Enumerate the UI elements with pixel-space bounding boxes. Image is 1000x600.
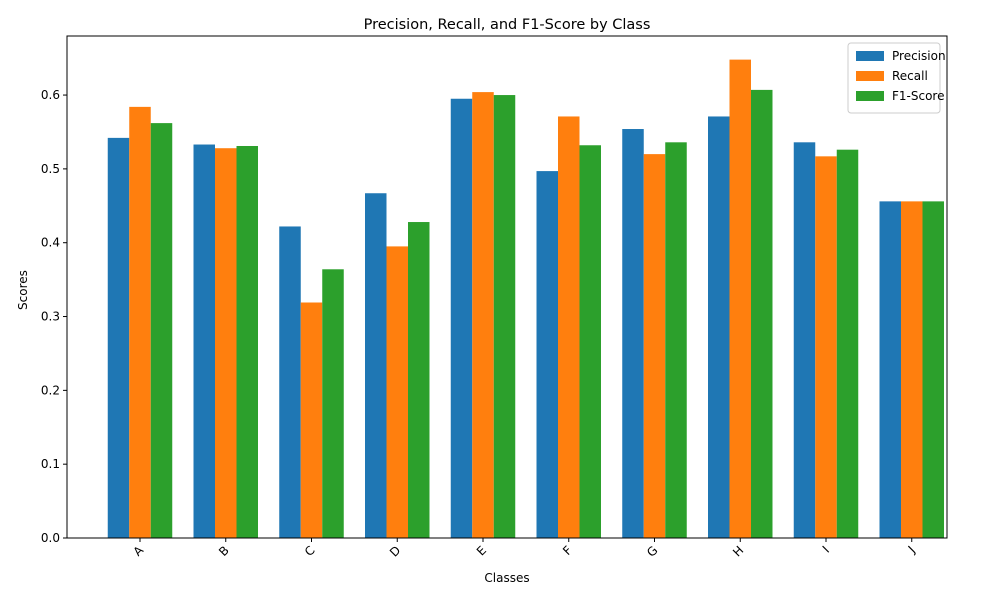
x-tick-label: G (644, 543, 660, 559)
x-tick-label: A (130, 543, 146, 559)
bars-layer (107, 59, 944, 539)
legend-swatch (856, 91, 884, 101)
bar-precision-f (536, 171, 558, 539)
legend-swatch (856, 51, 884, 61)
bar-recall-j (901, 201, 923, 539)
x-axis-title: Classes (484, 571, 529, 585)
bar-recall-i (815, 156, 837, 539)
x-tick-label: J (905, 543, 918, 556)
bar-precision-b (193, 144, 215, 539)
bar-precision-a (107, 137, 130, 538)
x-tick-label: C (302, 543, 318, 559)
bar-precision-e (450, 98, 473, 538)
legend-label: Recall (892, 69, 928, 83)
bar-f1-score-h (751, 89, 773, 538)
bar-recall-h (729, 59, 751, 538)
bar-precision-j (879, 201, 901, 539)
bar-recall-b (215, 148, 237, 538)
x-tick-label: E (474, 543, 489, 558)
y-tick-label: 0.2 (41, 383, 60, 397)
bar-f1-score-i (836, 149, 859, 538)
bar-f1-score-e (493, 95, 516, 538)
x-tick-label: D (387, 543, 403, 559)
chart-title: Precision, Recall, and F1-Score by Class (364, 17, 651, 33)
bar-recall-d (386, 246, 408, 538)
bar-recall-e (472, 92, 494, 538)
y-tick-label: 0.1 (41, 457, 60, 471)
x-tick-label: H (730, 543, 746, 559)
bar-precision-g (622, 129, 644, 539)
y-tick-label: 0.0 (41, 531, 60, 545)
bar-recall-a (129, 106, 151, 538)
legend-label: F1-Score (892, 89, 944, 103)
y-axis-title: Scores (16, 270, 30, 310)
bar-f1-score-f (579, 145, 601, 538)
y-tick-label: 0.5 (41, 162, 60, 176)
bar-f1-score-c (322, 269, 344, 538)
bar-f1-score-j (922, 201, 944, 539)
bar-f1-score-d (408, 222, 430, 539)
bar-recall-g (643, 154, 666, 538)
bar-f1-score-a (150, 123, 173, 539)
legend-swatch (856, 71, 884, 81)
x-tick-label: F (560, 543, 575, 558)
bar-precision-c (279, 226, 301, 538)
legend: Precision Recall F1-Score (847, 42, 946, 114)
bar-precision-i (793, 142, 816, 538)
x-tick-label: I (820, 543, 832, 555)
y-tick-label: 0.6 (41, 88, 60, 102)
x-tick-label: B (216, 543, 232, 559)
y-tick-label: 0.4 (41, 236, 60, 250)
bar-precision-d (365, 193, 387, 538)
bar-recall-f (558, 116, 580, 538)
plot-frame (66, 35, 948, 539)
bar-precision-h (708, 116, 730, 538)
bar-f1-score-g (665, 142, 687, 538)
bar-recall-c (300, 302, 323, 538)
legend-label: Precision (892, 49, 946, 63)
y-tick-label: 0.3 (41, 310, 60, 324)
bar-f1-score-b (236, 145, 258, 538)
